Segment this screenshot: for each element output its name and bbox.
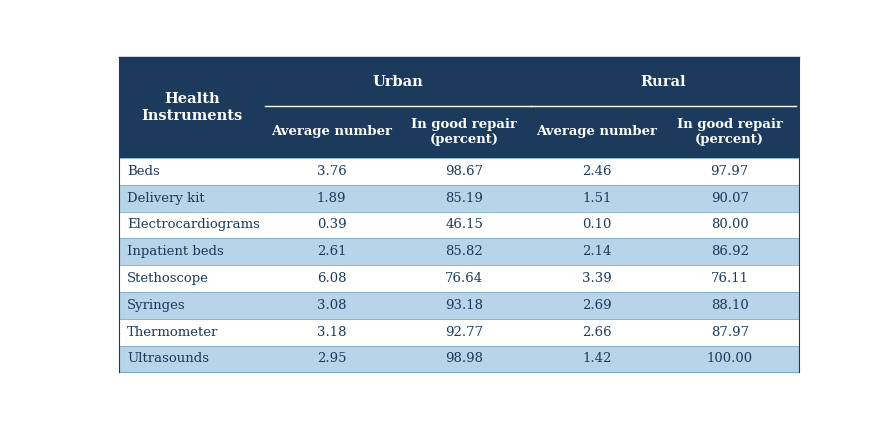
Text: Urban: Urban (373, 75, 423, 89)
Bar (119, 319, 799, 346)
Text: 88.10: 88.10 (711, 299, 748, 312)
Text: 2.66: 2.66 (582, 326, 612, 338)
Text: 3.18: 3.18 (317, 326, 347, 338)
Text: 0.10: 0.10 (582, 219, 612, 232)
Text: Thermometer: Thermometer (127, 326, 219, 338)
Bar (119, 346, 799, 372)
Text: 2.69: 2.69 (582, 299, 612, 312)
Bar (119, 265, 799, 292)
Bar (119, 211, 799, 238)
Text: 98.98: 98.98 (445, 352, 483, 365)
Text: 2.61: 2.61 (317, 245, 347, 258)
Text: 3.76: 3.76 (316, 165, 347, 178)
Text: Rural: Rural (641, 75, 686, 89)
Text: In good repair
(percent): In good repair (percent) (411, 118, 517, 146)
Text: 80.00: 80.00 (711, 219, 748, 232)
Text: Inpatient beds: Inpatient beds (127, 245, 224, 258)
Text: 87.97: 87.97 (711, 326, 749, 338)
Text: 3.39: 3.39 (582, 272, 612, 285)
Text: Stethoscope: Stethoscope (127, 272, 209, 285)
Bar (119, 292, 799, 319)
Text: 1.51: 1.51 (582, 192, 612, 205)
Text: 98.67: 98.67 (445, 165, 483, 178)
Text: 46.15: 46.15 (445, 219, 483, 232)
Text: 86.92: 86.92 (711, 245, 749, 258)
Text: 85.19: 85.19 (445, 192, 483, 205)
Text: 2.95: 2.95 (317, 352, 347, 365)
Text: 76.64: 76.64 (445, 272, 483, 285)
Text: 97.97: 97.97 (711, 165, 749, 178)
Text: 0.39: 0.39 (317, 219, 347, 232)
Text: 85.82: 85.82 (445, 245, 483, 258)
Bar (119, 185, 799, 211)
Text: Health
Instruments: Health Instruments (142, 92, 243, 123)
Text: 2.46: 2.46 (582, 165, 612, 178)
Text: 6.08: 6.08 (317, 272, 347, 285)
Text: Syringes: Syringes (127, 299, 185, 312)
Text: 1.89: 1.89 (317, 192, 347, 205)
Text: Ultrasounds: Ultrasounds (127, 352, 210, 365)
Text: 93.18: 93.18 (445, 299, 483, 312)
Text: Average number: Average number (271, 125, 392, 138)
Text: Delivery kit: Delivery kit (127, 192, 205, 205)
Text: Average number: Average number (537, 125, 658, 138)
Text: In good repair
(percent): In good repair (percent) (676, 118, 783, 146)
Text: Electrocardiograms: Electrocardiograms (127, 219, 260, 232)
Text: 90.07: 90.07 (711, 192, 749, 205)
Bar (119, 158, 799, 185)
Text: 76.11: 76.11 (711, 272, 749, 285)
Text: 1.42: 1.42 (582, 352, 612, 365)
Text: Beds: Beds (127, 165, 160, 178)
Bar (119, 238, 799, 265)
Text: 100.00: 100.00 (707, 352, 753, 365)
Text: 92.77: 92.77 (445, 326, 483, 338)
Text: 2.14: 2.14 (582, 245, 612, 258)
Bar (119, 57, 799, 158)
Text: 3.08: 3.08 (317, 299, 347, 312)
